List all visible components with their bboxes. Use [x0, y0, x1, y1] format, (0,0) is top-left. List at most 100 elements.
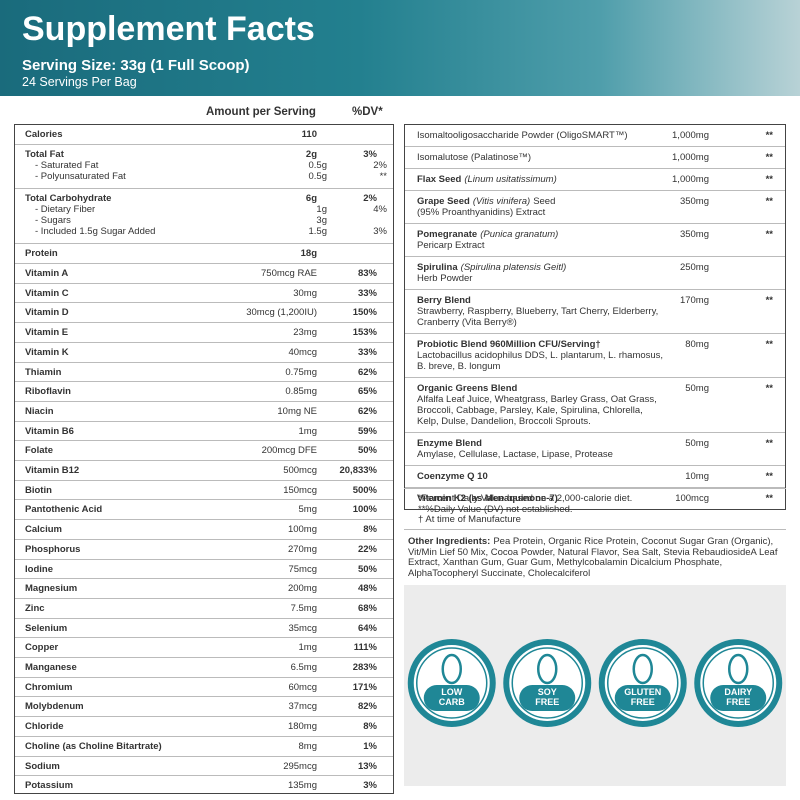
nutrient-dv: 1% — [363, 740, 377, 752]
ingredient-dv: ** — [765, 438, 773, 449]
nutrient-name: Molybdenum — [25, 701, 84, 713]
ingredient-title: Pomegranate — [417, 229, 478, 240]
ingredient-amount: 1,000mg — [672, 130, 709, 141]
nutrient-row: Vitamin C 30mg 33% — [15, 284, 393, 304]
nutrient-name: Magnesium — [25, 583, 78, 595]
sub-name: - Saturated Fat — [35, 160, 99, 171]
nutrient-dv: 65% — [357, 386, 377, 398]
nutrient-amount: 1mg — [298, 642, 317, 654]
ingredient-dv: ** — [765, 383, 773, 394]
ingredient-name: Isomalutose (Palatinose™) — [417, 152, 667, 163]
nutrient-dv: 111% — [353, 642, 377, 654]
nutrient-row: Chloride 180mg 8% — [15, 717, 393, 737]
ingredient-name: Flax Seed (Linum usitatissimum) — [417, 174, 667, 185]
nutrient-name: Manganese — [25, 662, 77, 674]
ingredient-detail: (95% Proanthyanidins) Extract — [417, 207, 546, 218]
ingredient-amount: 350mg — [679, 229, 709, 240]
ingredient-title: Spirulina — [417, 262, 458, 273]
ingredient-row: Coenzyme Q 10 10mg ** — [405, 466, 785, 488]
nutrient-name: Biotin — [25, 484, 52, 496]
nutrient-amount: 270mg — [287, 543, 317, 555]
serving-size: Serving Size: 33g (1 Full Scoop) — [22, 57, 250, 74]
left-table: Calories 110 Total Fat 2g 3% - Saturated Fat 0… — [14, 124, 394, 794]
badge-label: CARB — [439, 697, 465, 707]
nutrient-row: Vitamin B12 500mcg 20,833% — [15, 461, 393, 481]
ingredient-title: Grape Seed — [417, 196, 470, 207]
nutrient-name: Choline (as Choline Bitartrate) — [25, 740, 162, 752]
sub-name: - Dietary Fiber — [35, 204, 96, 215]
ingredient-name: Spirulina (Spirulina platensis Geitl) Herb… — [417, 262, 667, 284]
nutrient-dv: 50% — [357, 563, 377, 575]
nutrient-name: Phosphorus — [25, 543, 81, 555]
nutrient-amount: 35mcg — [288, 622, 317, 634]
badge-label-bg — [710, 685, 767, 711]
nutrient-name: Calcium — [25, 524, 62, 536]
nutrient-row: Protein 18g — [15, 244, 393, 264]
nutrient-name: Riboflavin — [25, 386, 71, 398]
nutrient-row: Folate 200mcg DFE 50% — [15, 441, 393, 462]
nutrient-dv: 3% — [363, 149, 377, 160]
ingredient-amount: 80mg — [685, 339, 709, 350]
name-line: Organic Greens Blend — [417, 383, 667, 394]
nutrient-name: Total Fat — [25, 149, 64, 160]
nutrient-name: Calories — [25, 129, 63, 140]
nutrient-name: Potassium — [25, 780, 74, 792]
nutrient-amount: 6g — [305, 193, 317, 204]
ingredient-amount: 50mg — [685, 438, 709, 449]
nutrient-name: Pantothenic Acid — [25, 504, 103, 516]
ingredients-text: Pea Protein, Organic Rice Protein, Cocon… — [408, 536, 778, 579]
nutrient-row: Sodium 295mcg 13% — [15, 757, 393, 777]
ingredient-amount: 100mcg — [675, 493, 709, 504]
sub-amount: 1g — [316, 204, 327, 215]
ingredient-dv: ** — [765, 130, 773, 141]
nutrient-name: Vitamin A — [25, 268, 69, 279]
ingredient-row: Flax Seed (Linum usitatissimum) 1,000mg ** — [405, 169, 785, 191]
ingredient-row: Vitamin K2 (as Menaquinone-7) 100mcg ** — [405, 488, 785, 509]
badge-inner — [607, 647, 679, 719]
nutrient-row: Total Carbohydrate 6g 2% - Dietary Fiber 1g 4… — [15, 189, 393, 244]
name-line: Grape Seed (Vitis vinifera) Seed — [417, 196, 667, 207]
nutrient-dv: 48% — [357, 583, 377, 595]
ingredient-amount: 10mg — [685, 471, 709, 482]
nutrient-row: Potassium 135mg 3% — [15, 776, 393, 796]
name-line: Coenzyme Q 10 — [417, 471, 667, 482]
nutrient-amount: 37mcg — [288, 701, 317, 713]
ingredient-row: Pomegranate (Punica granatum) Pericarp Ext… — [405, 224, 785, 257]
nutrient-dv: 171% — [352, 681, 377, 693]
amount-header: Amount per Serving — [206, 106, 316, 118]
name-line: Vitamin K2 (as Menaquinone-7) — [417, 493, 667, 504]
nutrient-dv: 68% — [357, 602, 377, 614]
footnote: † At time of Manufacture — [418, 514, 521, 525]
ingredient-dv: ** — [765, 471, 773, 482]
sub-row: - Dietary Fiber 1g 4% — [25, 204, 393, 215]
ingredient-name: Pomegranate (Punica granatum) Pericarp Ext… — [417, 229, 667, 251]
nutrient-amount: 135mg — [287, 780, 317, 792]
nutrient-amount: 200mg — [287, 583, 317, 595]
sub-amount: 1.5g — [308, 226, 328, 237]
sub-row: - Sugars 3g — [25, 215, 393, 226]
sub-amount: 0.5g — [308, 160, 328, 171]
sub-name: - Sugars — [35, 215, 71, 226]
ingredient-row: Spirulina (Spirulina platensis Geitl) Herb… — [405, 257, 785, 290]
nutrient-amount: 75mcg — [288, 563, 317, 575]
nutrient-name: Vitamin K — [25, 346, 69, 358]
nutrient-row: Molybdenum 37mcg 82% — [15, 697, 393, 718]
nutrient-dv: 100% — [352, 504, 377, 516]
nutrient-dv: 283% — [352, 662, 377, 674]
ingredient-row: Isomaltooligosaccharide Powder (OligoSMA… — [405, 125, 785, 147]
sub-row: - Polyunsaturated Fat 0.5g ** — [25, 171, 393, 182]
ingredient-detail: Lactobacillus acidophilus DDS, L. planta… — [417, 350, 664, 372]
nutrient-row: Calories 110 — [15, 125, 393, 145]
sub-name: - Included 1.5g Sugar Added — [35, 226, 156, 237]
nutrient-name: Iodine — [25, 563, 53, 575]
badge-label: SOY — [538, 687, 557, 697]
sub-dv: 4% — [373, 204, 387, 215]
name-tail: Seed — [533, 196, 556, 207]
nutrient-dv: 3% — [363, 780, 377, 792]
nutrient-amount: 750mcg RAE — [261, 268, 317, 279]
nutrient-row: Phosphorus 270mg 22% — [15, 540, 393, 560]
name-line: Pomegranate (Punica granatum) — [417, 229, 667, 240]
nutrient-dv: 62% — [357, 366, 377, 378]
footnote: **%Daily Value (DV) not established. — [418, 503, 573, 515]
